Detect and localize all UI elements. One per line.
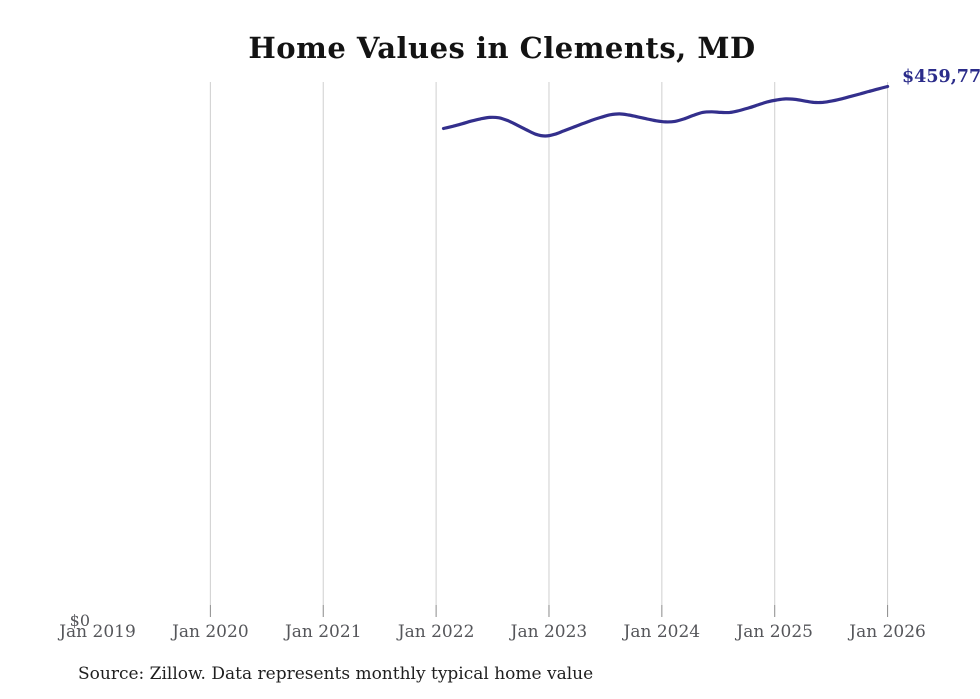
y-axis-zero-label: $0 [69,611,90,630]
x-axis-label: Jan 2024 [623,622,701,642]
x-axis-label: Jan 2023 [510,622,588,642]
chart-title: Home Values in Clements, MD [248,31,756,65]
x-axis-tick-marks [209,605,889,617]
x-axis-label: Jan 2022 [397,622,475,642]
x-axis-label: Jan 2026 [849,622,926,642]
x-axis-label: Jan 2025 [736,622,813,642]
x-axis-label: Jan 2019 [59,622,136,642]
x-axis-label: Jan 2020 [172,622,249,642]
source-note: Source: Zillow. Data represents monthly … [78,664,594,684]
home-value-line [441,84,890,138]
x-axis-label: Jan 2021 [284,622,362,642]
final-value-label: $459,770 [902,67,980,87]
vertical-gridlines [209,82,889,605]
